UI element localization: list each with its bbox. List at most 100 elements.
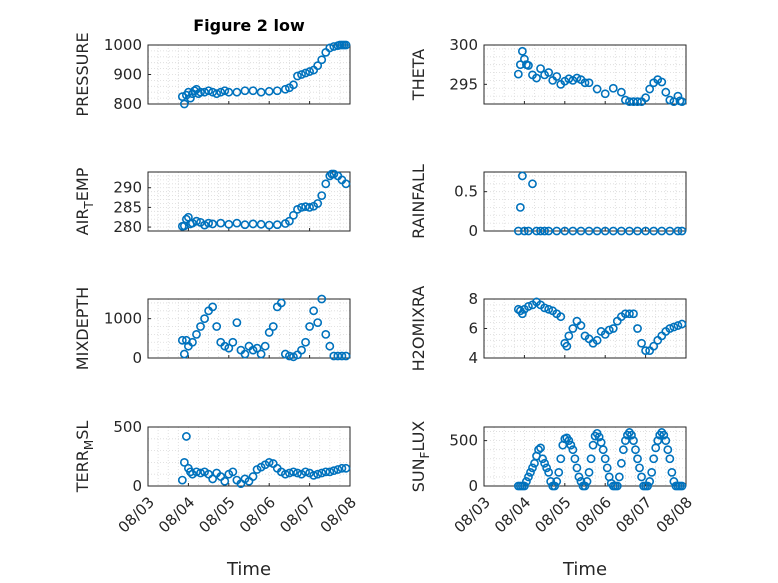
data-point (297, 70, 306, 79)
data-point (208, 219, 218, 229)
data-point (515, 60, 525, 70)
data-point (661, 87, 671, 97)
y-tick-label: 900 (113, 66, 142, 84)
data-point (625, 226, 634, 236)
data-point (212, 322, 222, 331)
data-point (574, 472, 584, 482)
data-point (661, 436, 671, 446)
y-tick-label: 0 (468, 222, 478, 240)
x-tick-label: 08/07 (276, 493, 319, 536)
data-point (629, 309, 638, 319)
data-point (645, 84, 655, 94)
data-point (268, 322, 278, 331)
data-point (584, 78, 594, 88)
y-axis-label: H2OMIXRA (409, 286, 428, 372)
plot-frame (147, 426, 351, 487)
data-point (256, 87, 266, 97)
subplot-mixdepth: 0 1000 MIXDEPTH (73, 287, 351, 370)
data-point (592, 335, 602, 345)
data-point (592, 84, 602, 94)
data-point (621, 95, 630, 105)
x-tick-label: 08/05 (531, 493, 574, 536)
subplot-pressure: 800 900 1000 PRESSURE Figure 2 low (73, 16, 351, 117)
data-point (552, 72, 562, 81)
data-point (216, 218, 226, 228)
subplot-rainfall: 0 0.5 RAINFALL (409, 164, 687, 240)
data-point (534, 445, 543, 455)
data-point (520, 481, 529, 491)
data-point (517, 46, 527, 56)
data-point (224, 219, 234, 229)
data-point (544, 467, 554, 477)
data-point (677, 481, 687, 491)
data-point (329, 351, 339, 361)
data-point (540, 226, 549, 236)
y-tick-label: 0 (132, 349, 142, 367)
data-point (618, 445, 628, 455)
plot-area (483, 171, 687, 232)
y-tick-label: 8 (468, 290, 478, 308)
data-point (633, 97, 642, 107)
data-point (196, 468, 205, 478)
y-tick-label: 1000 (104, 36, 142, 54)
data-point (313, 199, 323, 208)
data-point (659, 430, 669, 440)
x-tick-label: 08/04 (491, 493, 534, 536)
data-point (280, 469, 290, 479)
data-point (564, 74, 574, 84)
data-point (592, 226, 602, 236)
data-point (602, 463, 612, 473)
data-point (289, 467, 298, 477)
data-point (552, 226, 562, 236)
data-point (341, 40, 351, 50)
x-tick-label: 08/06 (572, 493, 615, 536)
y-tick-label: 500 (449, 432, 478, 450)
data-point (305, 202, 314, 212)
data-point (633, 454, 642, 464)
data-point (313, 469, 323, 479)
data-point (560, 226, 570, 236)
data-point (649, 226, 659, 236)
data-point (341, 351, 351, 361)
subplot-terr-msl: 0 500 TERRMSL 08/0308/0408/0508/0608/0708/0… (73, 418, 360, 580)
data-point (186, 93, 195, 103)
data-point (562, 341, 572, 351)
data-point (179, 349, 189, 359)
x-tick-label: 08/04 (155, 493, 198, 536)
data-point (228, 337, 238, 347)
data-point (317, 55, 327, 65)
data-point (598, 445, 608, 455)
data-point (524, 226, 533, 236)
data-point (309, 306, 319, 316)
data-point (297, 202, 306, 212)
y-axis-label: MIXDEPTH (73, 287, 92, 370)
data-point (192, 467, 201, 477)
data-point (544, 68, 554, 77)
data-point (669, 322, 679, 332)
data-point (520, 226, 529, 236)
subplot-theta: 295 300 THETA (409, 36, 687, 107)
data-point (657, 226, 667, 236)
data-point (204, 86, 213, 96)
data-point (515, 202, 525, 212)
data-point (538, 454, 547, 464)
subplot-h2omixra: 4 6 8 H2OMIXRA (409, 286, 687, 372)
y-tick-label: 6 (468, 320, 478, 338)
data-point (627, 430, 636, 440)
data-point (192, 329, 201, 339)
plot-frame (147, 298, 351, 359)
data-point (196, 322, 205, 331)
data-point (536, 443, 545, 453)
data-point (220, 476, 230, 486)
y-tick-label: 500 (113, 418, 142, 436)
data-point (542, 463, 552, 473)
y-tick-label: 0 (468, 477, 478, 495)
data-point (252, 343, 262, 353)
data-point (633, 324, 642, 333)
data-point (341, 463, 351, 473)
data-point (284, 468, 294, 478)
data-point (677, 97, 687, 107)
data-point (317, 294, 327, 304)
data-point (517, 171, 527, 181)
data-point (637, 472, 646, 482)
